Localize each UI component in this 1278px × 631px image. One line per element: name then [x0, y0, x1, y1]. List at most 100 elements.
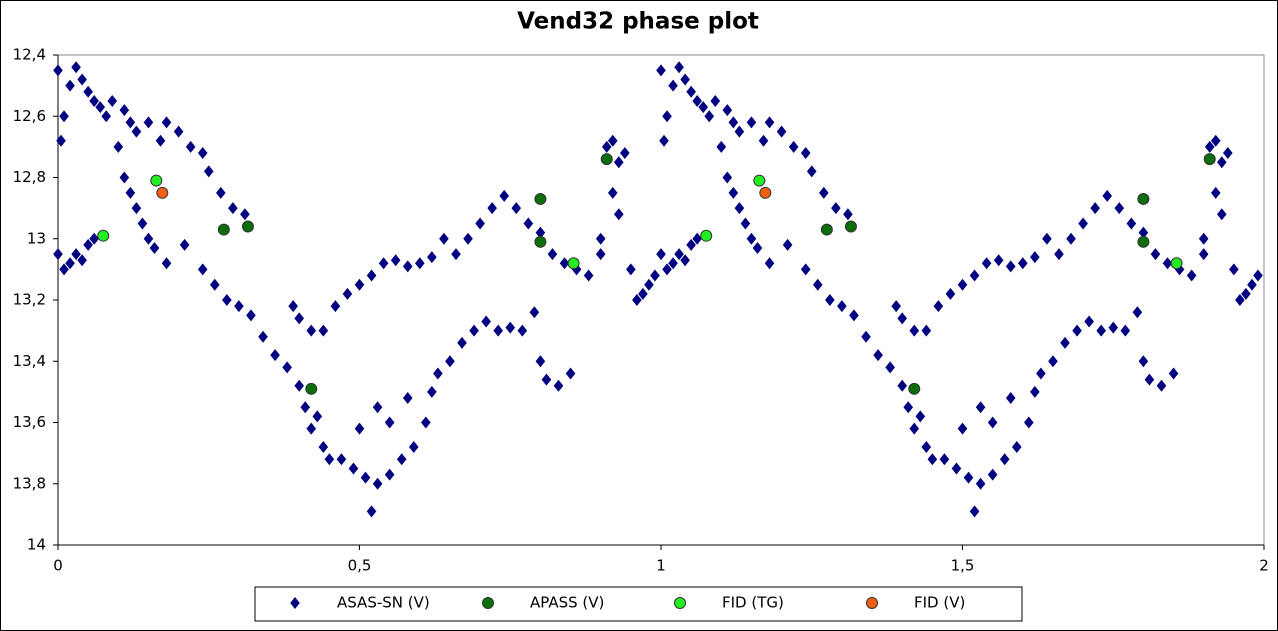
data-point: [330, 300, 341, 313]
data-point: [378, 257, 389, 270]
data-point: [101, 110, 112, 123]
y-tick-label: 14: [27, 536, 46, 554]
data-point: [921, 441, 932, 453]
data-point: [77, 73, 87, 86]
data-point: [740, 217, 751, 230]
x-tick-label: 0: [53, 557, 63, 575]
data-point: [1223, 147, 1233, 159]
data-point: [348, 462, 359, 475]
data-point: [843, 208, 853, 221]
data-point: [390, 254, 401, 267]
data-point: [83, 85, 93, 98]
data-point: [728, 116, 739, 129]
data-point: [1054, 248, 1064, 261]
data-point: [728, 186, 739, 199]
data-point: [981, 257, 992, 270]
data-point: [209, 278, 220, 291]
data-point: [240, 208, 250, 221]
data-point: [632, 294, 642, 306]
data-point: [764, 257, 775, 270]
data-point: [933, 300, 944, 313]
legend-marker: [290, 597, 300, 609]
y-tick-label: 12,8: [13, 168, 46, 186]
data-point: [656, 248, 666, 261]
data-point: [820, 223, 833, 236]
data-point: [764, 116, 775, 129]
data-point: [1011, 441, 1022, 453]
data-point: [300, 401, 311, 414]
data-point: [1036, 367, 1046, 380]
data-point: [969, 505, 980, 518]
data-point: [534, 235, 547, 248]
data-point: [258, 330, 268, 343]
data-point: [1126, 217, 1137, 230]
data-point: [246, 309, 256, 322]
data-point: [806, 165, 817, 178]
data-point: [65, 257, 75, 270]
data-point: [523, 217, 534, 230]
data-point: [402, 260, 413, 273]
data-point: [119, 104, 130, 117]
data-point: [686, 85, 696, 98]
data-point: [282, 361, 292, 374]
data-point: [1210, 186, 1221, 199]
data-point: [987, 468, 998, 481]
data-point: [903, 401, 914, 414]
data-point: [734, 125, 745, 138]
data-point: [662, 263, 672, 276]
data-point: [613, 156, 624, 169]
data-point: [1072, 324, 1082, 337]
data-point: [788, 140, 799, 153]
data-point: [95, 101, 106, 114]
data-point: [534, 192, 547, 205]
data-point: [595, 232, 606, 245]
data-point: [53, 248, 63, 261]
data-point: [535, 226, 546, 239]
data-point: [125, 116, 136, 129]
data-point: [567, 257, 580, 270]
data-point: [131, 202, 142, 215]
data-point: [758, 134, 769, 147]
data-point: [638, 287, 648, 300]
data-point: [241, 220, 254, 233]
data-point: [1203, 153, 1216, 166]
data-point: [493, 324, 503, 337]
data-point: [366, 505, 377, 518]
data-point: [1102, 189, 1113, 202]
data-point: [746, 116, 757, 129]
legend-label: FID (V): [914, 594, 965, 612]
y-tick-label: 12,4: [13, 46, 46, 64]
data-point: [427, 251, 437, 264]
data-point: [668, 257, 678, 270]
data-point: [909, 422, 920, 435]
data-point: [342, 287, 353, 300]
data-point: [1120, 324, 1131, 337]
data-point: [951, 462, 962, 475]
data-point: [975, 477, 986, 490]
data-point: [1042, 232, 1052, 245]
data-point: [161, 116, 172, 129]
data-point: [987, 416, 998, 429]
data-point: [89, 232, 99, 245]
data-point: [921, 324, 932, 337]
data-point: [547, 248, 558, 261]
y-tick-label: 13,6: [13, 413, 46, 431]
data-point: [155, 134, 166, 147]
data-point: [722, 171, 733, 184]
data-point: [885, 361, 895, 374]
data-point: [481, 315, 491, 328]
data-point: [692, 94, 702, 107]
chart-title: Vend32 phase plot: [517, 9, 759, 35]
legend-box: [254, 586, 1023, 622]
data-point: [541, 373, 552, 386]
data-point: [939, 453, 950, 466]
data-point: [825, 294, 835, 306]
data-point: [1030, 251, 1040, 264]
data-point: [1198, 248, 1209, 261]
data-point: [644, 278, 654, 291]
data-point: [1132, 306, 1143, 319]
data-point: [113, 140, 124, 153]
data-point: [1144, 373, 1155, 386]
data-point: [800, 147, 811, 159]
data-point: [752, 241, 763, 254]
